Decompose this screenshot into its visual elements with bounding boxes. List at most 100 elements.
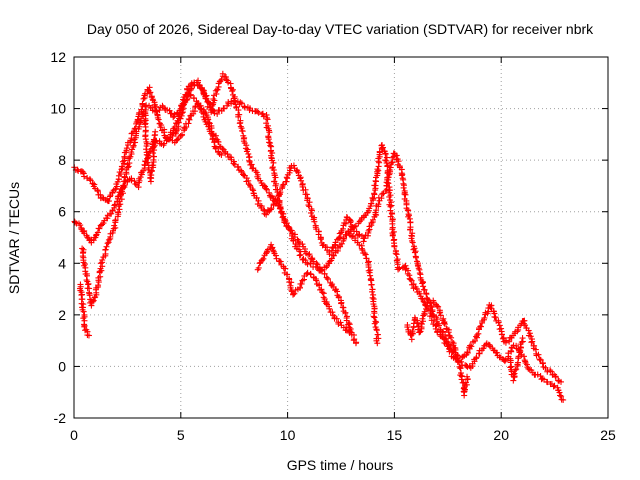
data-point [111, 202, 118, 209]
data-point [405, 212, 412, 219]
data-point [267, 142, 274, 149]
data-point [123, 145, 130, 152]
data-point [306, 251, 313, 258]
y-tick-label: 4 [58, 255, 66, 271]
data-point [97, 260, 104, 267]
data-point [173, 120, 180, 127]
data-point [260, 182, 267, 189]
x-axis-label: GPS time / hours [287, 457, 394, 473]
chart-title: Day 050 of 2026, Sidereal Day-to-day VTE… [87, 21, 594, 37]
data-point [325, 276, 332, 283]
data-point [249, 165, 256, 172]
data-point [267, 193, 274, 200]
data-point [105, 198, 112, 205]
data-point [400, 184, 407, 191]
data-point [114, 193, 121, 200]
data-point [229, 86, 236, 93]
data-point [249, 186, 256, 193]
data-point [166, 134, 173, 141]
data-point [307, 209, 314, 216]
data-point [407, 276, 414, 283]
data-point [393, 251, 400, 258]
y-tick-label: 6 [58, 204, 66, 220]
data-point [169, 130, 176, 137]
data-point [311, 218, 318, 225]
data-point [262, 185, 269, 192]
data-point [378, 195, 385, 202]
data-point [132, 125, 139, 132]
data-point [147, 174, 154, 181]
data-point [321, 270, 328, 277]
data-point [326, 251, 333, 258]
x-tick-label: 15 [387, 427, 403, 443]
data-point [77, 222, 84, 229]
data-point [134, 116, 141, 123]
data-point [313, 260, 320, 267]
x-tick-label: 5 [177, 427, 185, 443]
x-tick-label: 0 [70, 427, 78, 443]
data-point [238, 168, 245, 175]
data-point [369, 294, 376, 301]
x-tick-label: 10 [280, 427, 296, 443]
data-point [245, 177, 252, 184]
data-point [347, 219, 354, 226]
x-tick-label: 25 [600, 427, 616, 443]
data-point [305, 202, 312, 209]
data-point [94, 229, 101, 236]
data-point [102, 246, 109, 253]
data-point [370, 216, 377, 223]
data-point [85, 332, 92, 339]
data-point [121, 153, 128, 160]
data-point [263, 186, 270, 193]
data-point [245, 150, 252, 157]
data-point [156, 120, 163, 127]
data-point [94, 187, 101, 194]
data-point [395, 158, 402, 165]
data-point [106, 193, 113, 200]
data-point [259, 110, 266, 117]
y-tick-label: -2 [54, 410, 67, 426]
data-point [79, 245, 86, 252]
data-point [210, 96, 217, 103]
data-point [99, 194, 106, 201]
data-point [146, 148, 153, 155]
data-point [155, 116, 162, 123]
data-point [374, 166, 381, 173]
data-point [231, 161, 238, 168]
data-point [305, 251, 312, 258]
data-point [492, 314, 499, 321]
data-point [139, 100, 146, 107]
data-point [79, 296, 86, 303]
data-point [519, 335, 526, 342]
data-point [266, 189, 273, 196]
data-point [295, 169, 302, 176]
data-point [219, 145, 226, 152]
data-point [279, 182, 286, 189]
data-point [268, 205, 275, 212]
data-point [299, 241, 306, 248]
data-point [84, 285, 91, 292]
data-point [398, 172, 405, 179]
data-point [191, 95, 198, 102]
data-point [223, 76, 230, 83]
data-point [345, 320, 352, 327]
data-point [248, 161, 255, 168]
data-point [187, 92, 194, 99]
data-point [157, 124, 164, 131]
data-point [87, 177, 94, 184]
data-point [295, 239, 302, 246]
data-point [74, 166, 81, 173]
data-point [368, 219, 375, 226]
data-point [235, 113, 242, 120]
data-point [237, 167, 244, 174]
data-markers [71, 70, 567, 403]
data-point [338, 300, 345, 307]
data-point [361, 235, 368, 242]
x-tick-label: 20 [493, 427, 509, 443]
data-point [303, 191, 310, 198]
data-point [171, 124, 178, 131]
data-point [152, 128, 159, 135]
data-point [80, 169, 87, 176]
data-point [237, 119, 244, 126]
